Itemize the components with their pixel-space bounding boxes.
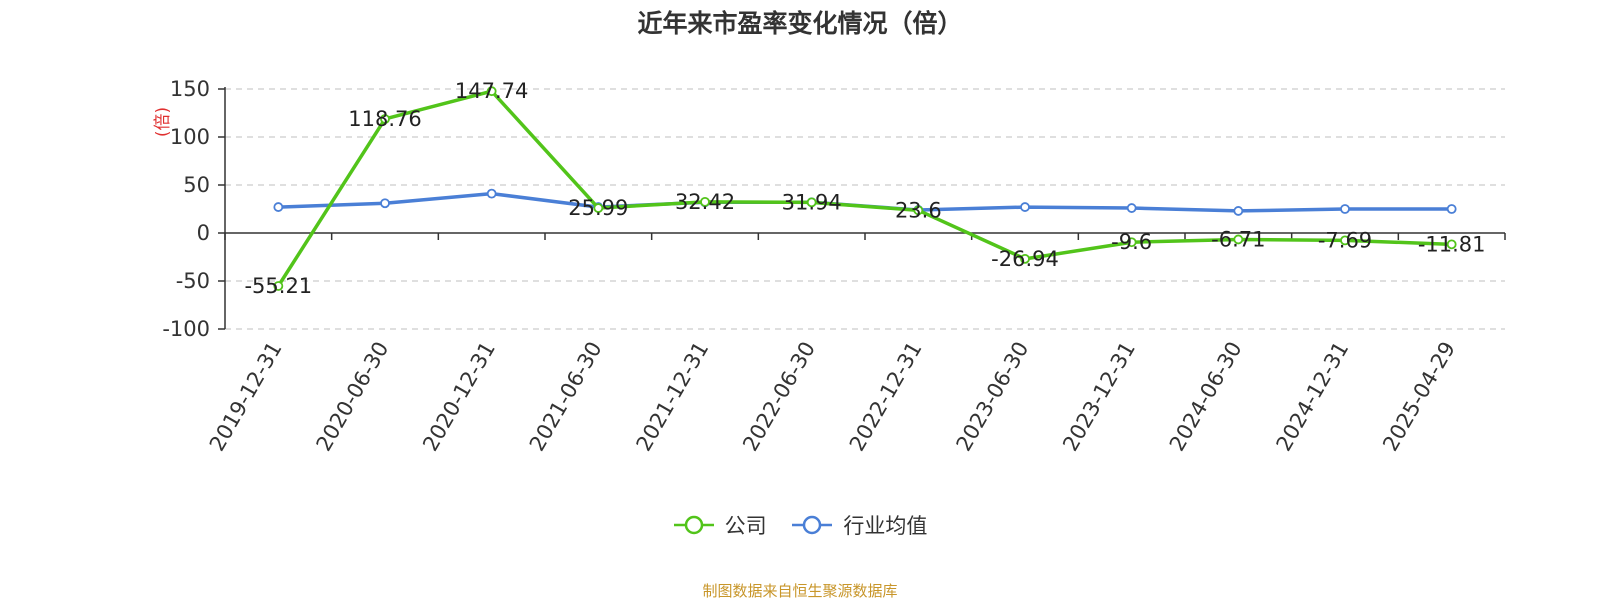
company-data-label: 147.74 [455, 79, 528, 103]
chart-title: 近年来市盈率变化情况（倍） [637, 9, 963, 38]
legend-company-label: 公司 [724, 514, 767, 538]
y-tick-label: 0 [197, 221, 210, 245]
company-data-label: -6.71 [1211, 227, 1265, 251]
company-point [700, 196, 710, 207]
gridlines [225, 88, 1505, 330]
industry-point [1233, 206, 1244, 216]
y-axis-label: (倍) [153, 107, 173, 137]
company-point [1126, 237, 1137, 248]
company-data-label: -7.69 [1318, 228, 1372, 252]
company-point [913, 205, 924, 216]
legend: 公司 行业均值 [0, 510, 1600, 541]
company-point [1340, 235, 1350, 246]
company-point [1233, 234, 1244, 245]
company-point [273, 281, 284, 291]
x-tick-label: 2021-06-30 [525, 338, 607, 456]
company-data-label: -55.21 [244, 274, 312, 298]
source-note: 制图数据来自恒生聚源数据库 [702, 582, 898, 600]
x-tick-label: 2019-12-31 [205, 338, 287, 456]
line-chart: -100 -50 0 50 100 150 2019-12-31 2020-06-30 2020… [153, 77, 1506, 456]
y-tick-label: 100 [170, 125, 210, 149]
y-tick-label: -50 [176, 269, 210, 293]
company-data-label: 32.42 [675, 190, 735, 214]
x-tick-label: 2025-04-29 [1378, 338, 1460, 456]
industry-point [1020, 202, 1030, 212]
legend-item-industry[interactable]: 行业均值 [791, 510, 927, 540]
x-tick-label: 2020-12-31 [418, 337, 500, 455]
legend-item-company[interactable]: 公司 [673, 510, 767, 540]
company-data-label: -11.81 [1418, 232, 1486, 256]
industry-point [1446, 204, 1457, 214]
company-data-label: 118.76 [348, 107, 421, 131]
x-tick-label: 2024-12-31 [1272, 338, 1354, 456]
company-point [593, 203, 604, 213]
legend-industry-line-icon [792, 515, 833, 535]
company-point [380, 114, 390, 124]
company-data-label: -26.94 [991, 247, 1059, 271]
company-series-line [276, 89, 1452, 287]
company-data-label: 23.6 [895, 198, 942, 222]
industry-point [1340, 204, 1350, 214]
y-tick-label: 50 [183, 173, 210, 197]
x-tick-label: 2023-12-31 [1058, 338, 1140, 456]
company-point [1446, 239, 1457, 250]
series-lines [273, 86, 1457, 291]
industry-point [1126, 203, 1137, 213]
company-data-label: -9.6 [1111, 230, 1152, 254]
company-data-label: 25.99 [568, 196, 628, 220]
company-point [1020, 253, 1030, 264]
legend-company-line-icon [673, 515, 714, 535]
x-tick-label: 2024-06-30 [1165, 338, 1247, 456]
industry-point [486, 188, 497, 199]
x-tick-label: 2022-12-31 [845, 337, 927, 455]
industry-series-line [278, 191, 1452, 213]
industry-point [380, 198, 390, 209]
x-tick-label: 2022-06-30 [738, 338, 820, 456]
company-point [806, 197, 817, 208]
legend-industry-label: 行业均值 [843, 514, 928, 538]
company-data-label: 31.94 [782, 190, 842, 214]
industry-point [273, 202, 284, 212]
data-labels: -55.21 118.76 147.74 25.99 32.42 31.94 23.6 -26… [244, 79, 1485, 298]
y-tick-label: 150 [170, 77, 210, 101]
company-point [486, 86, 497, 97]
x-tick-label: 2020-06-30 [312, 338, 394, 456]
x-tick-label: 2023-06-30 [952, 338, 1034, 456]
y-tick-label: -100 [162, 317, 210, 341]
axes: -100 -50 0 50 100 150 2019-12-31 2020-06-30 2020… [162, 77, 1506, 456]
x-tick-label: 2021-12-31 [632, 338, 714, 456]
